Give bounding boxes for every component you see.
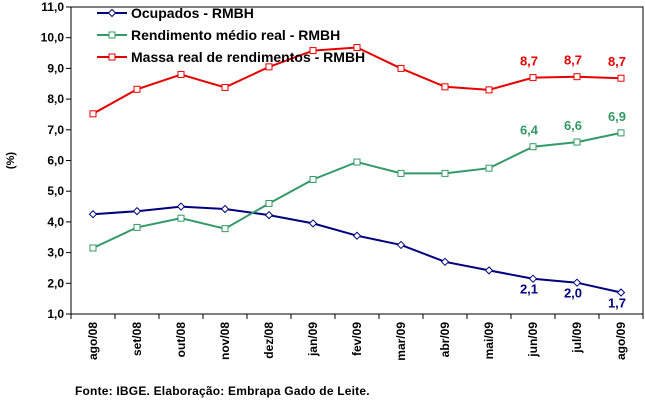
- y-tick-label: 1,0: [47, 307, 64, 321]
- data-label: 2,0: [564, 286, 582, 301]
- y-tick-label: 10,0: [41, 31, 65, 45]
- data-label: 1,7: [608, 296, 626, 311]
- data-point: [176, 202, 186, 211]
- data-point: [485, 164, 493, 172]
- legend-label: Ocupados - RMBH: [131, 5, 254, 21]
- x-tick-label: fev/09: [350, 322, 364, 356]
- data-label: 6,4: [520, 123, 539, 138]
- chart-axes: 1,0 2,0 3,0 4,0 5,0 6,0 7,0 8,0 9,0 10,0 11,0 (%) ag…: [5, 0, 644, 361]
- data-label: 8,7: [608, 54, 626, 69]
- x-tick-label: out/08: [174, 322, 188, 358]
- data-point: [353, 44, 361, 52]
- data-label: 8,7: [564, 53, 582, 68]
- data-point: [573, 138, 581, 146]
- series-line: [92, 131, 622, 249]
- data-point: [396, 240, 406, 250]
- data-point: [529, 143, 537, 151]
- data-point: [264, 210, 274, 220]
- y-tick-label: 2,0: [47, 276, 64, 290]
- data-point: [309, 176, 317, 184]
- data-point: [529, 74, 537, 82]
- data-point: [265, 63, 273, 71]
- source-note: Fonte: IBGE. Elaboração: Embrapa Gado de…: [75, 384, 370, 398]
- x-tick-label: jun/09: [526, 322, 540, 358]
- y-tick-label: 5,0: [47, 184, 64, 198]
- data-point: [485, 86, 493, 94]
- data-point: [397, 64, 405, 72]
- data-point: [441, 169, 449, 177]
- legend-label: Massa real de rendimentos - RMBH: [131, 49, 365, 65]
- data-point: [89, 244, 97, 252]
- x-tick-label: jan/09: [306, 322, 320, 357]
- data-label: 2,1: [520, 282, 538, 297]
- data-point: [617, 74, 625, 82]
- data-point: [265, 199, 273, 207]
- data-point: [397, 169, 405, 177]
- y-tick-label: 6,0: [47, 154, 64, 168]
- data-point: [617, 129, 625, 137]
- x-tick-label: ago/08: [86, 322, 100, 360]
- data-point: [441, 83, 449, 91]
- x-tick-label: mai/09: [482, 322, 496, 360]
- legend-swatch-marker: [107, 8, 117, 18]
- legend-label: Rendimento médio real - RMBH: [131, 27, 340, 43]
- data-point: [573, 73, 581, 81]
- data-label: 6,9: [608, 109, 626, 124]
- y-tick-label: 8,0: [47, 92, 64, 106]
- data-point: [133, 85, 141, 93]
- y-tick-label: 4,0: [47, 215, 64, 229]
- x-tick-label: jul/09: [570, 322, 584, 354]
- data-point: [440, 257, 450, 267]
- data-point: [309, 47, 317, 55]
- data-point: [484, 266, 494, 275]
- y-axis-label: (%): [5, 152, 17, 169]
- data-labels: 2,1 2,0 1,7 6,4 6,6 6,9 8,7 8,7 8,7: [520, 53, 626, 311]
- chart-legend: Ocupados - RMBH Rendimento médio real - R…: [97, 5, 365, 65]
- data-point: [616, 288, 626, 297]
- x-tick-label: dez/08: [262, 322, 276, 359]
- data-point: [308, 219, 318, 228]
- y-tick-label: 7,0: [47, 123, 64, 137]
- data-point: [528, 274, 538, 283]
- y-tick-label: 9,0: [47, 61, 64, 75]
- data-point: [89, 110, 97, 118]
- y-tick-label: 3,0: [47, 246, 64, 260]
- data-point: [177, 214, 185, 222]
- x-tick-label: mar/09: [394, 322, 408, 361]
- data-point: [220, 204, 230, 214]
- data-point: [572, 278, 582, 287]
- data-point: [133, 223, 141, 231]
- data-point: [221, 225, 229, 233]
- x-tick-label: nov/08: [218, 322, 232, 360]
- data-label: 8,7: [520, 54, 538, 69]
- legend-swatch-marker: [108, 31, 116, 39]
- data-point: [177, 71, 185, 79]
- x-tick-label: abr/09: [438, 322, 452, 358]
- data-label: 6,6: [564, 118, 582, 133]
- y-tick-label: 11,0: [41, 0, 64, 14]
- data-point: [352, 231, 362, 240]
- x-tick-label: ago/09: [614, 322, 628, 360]
- data-point: [353, 158, 361, 166]
- series-lines: [92, 46, 622, 294]
- x-tick-label: set/08: [130, 322, 144, 356]
- legend-swatch-marker: [108, 53, 116, 61]
- data-point: [88, 210, 98, 219]
- data-point: [221, 83, 229, 91]
- series-markers: [88, 44, 626, 297]
- data-point: [132, 206, 142, 216]
